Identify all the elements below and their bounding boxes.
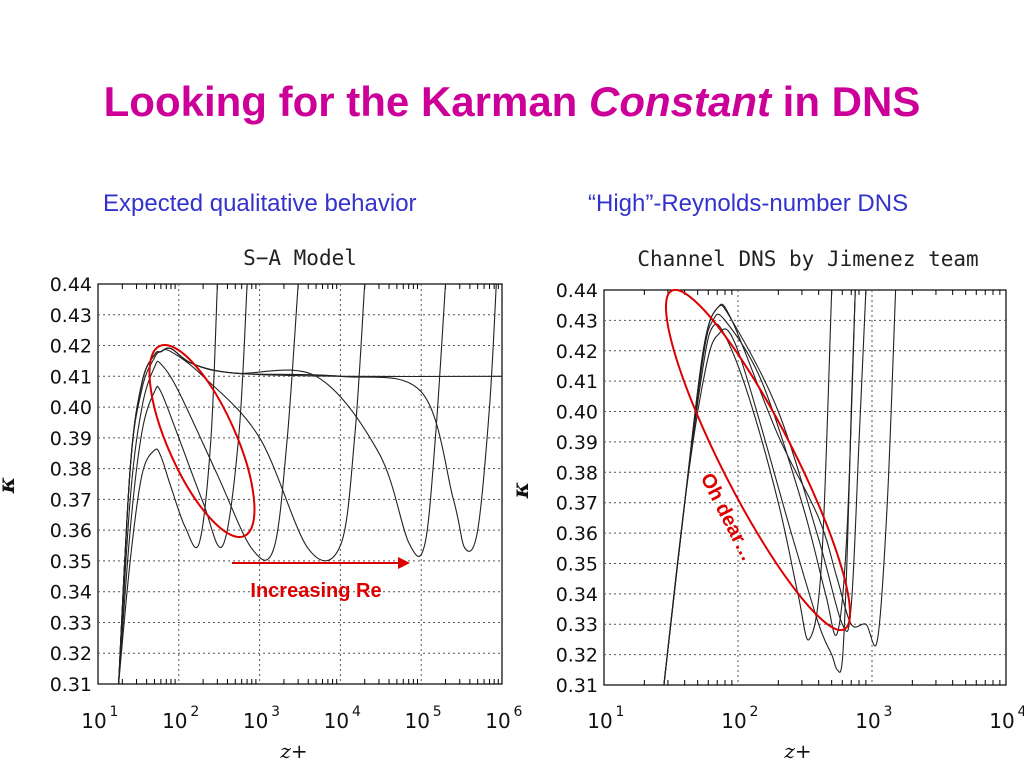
- series-line: [118, 284, 447, 684]
- y-tick-label: 0.42: [556, 341, 598, 363]
- y-tick-label: 0.37: [556, 493, 598, 515]
- oh-dear-label: Oh dear…: [696, 470, 759, 565]
- y-tick-label: 0.38: [556, 462, 598, 484]
- chart-2: Channel DNS by Jimenez team 0.44 0.43 0.42 0…: [508, 247, 1024, 763]
- y-tick-label: 0.41: [556, 371, 598, 393]
- series-line: [118, 284, 218, 684]
- y-tick-label: 0.40: [50, 397, 92, 419]
- y-tick-label: 0.39: [50, 428, 92, 450]
- x-tick-exponent: 4: [352, 704, 361, 720]
- y-tick-label: 0.34: [556, 584, 598, 606]
- x-tick-label: 10: [485, 709, 510, 733]
- series-line: [118, 284, 299, 684]
- x-tick-exponent: 2: [190, 704, 199, 720]
- series-line: [663, 290, 897, 685]
- slide-title: Looking for the Karman Constant in DNS: [0, 78, 1024, 126]
- y-tick-label: 0.37: [50, 489, 92, 511]
- x-tick-label: 10: [324, 709, 349, 733]
- y-tick-label: 0.42: [50, 336, 92, 358]
- highlight-ellipse: [148, 343, 256, 539]
- series-line: [118, 347, 502, 684]
- x-tick-label: 10: [162, 709, 187, 733]
- increasing-re-label: Increasing Re: [250, 580, 381, 602]
- series-line: [118, 284, 366, 684]
- x-tick-exponent: 2: [750, 704, 759, 720]
- y-tick-label: 0.32: [556, 645, 598, 667]
- y-tick-label: 0.35: [50, 551, 92, 573]
- x-tick-exponent: 6: [514, 704, 523, 720]
- y-tick-label: 0.31: [556, 675, 598, 697]
- y-tick-label: 0.41: [50, 366, 92, 388]
- chart-title: Channel DNS by Jimenez team: [637, 247, 978, 271]
- chart-title: S−A Model: [243, 246, 357, 270]
- y-tick-label: 0.39: [556, 432, 598, 454]
- title-part1: Looking for the Karman: [103, 78, 589, 125]
- y-tick-label: 0.44: [50, 274, 92, 296]
- x-tick-label: 10: [587, 709, 612, 733]
- series-line: [663, 290, 856, 685]
- x-axis-label: z+: [279, 739, 307, 763]
- x-tick-exponent: 3: [271, 704, 280, 720]
- y-tick-label: 0.36: [556, 523, 598, 545]
- y-tick-label: 0.34: [50, 582, 92, 604]
- series-line: [663, 290, 867, 685]
- chart-1: S−A Model 0.44 0.43 0.42 0.41 0.40 0.39 0.38 0.3…: [0, 246, 523, 763]
- plot-frame: [603, 289, 1007, 686]
- x-axis-label: z+: [783, 739, 811, 763]
- y-tick-label: 0.43: [556, 310, 598, 332]
- y-tick-label: 0.38: [50, 459, 92, 481]
- x-tick-label: 10: [721, 709, 746, 733]
- title-part2: in DNS: [771, 78, 921, 125]
- title-italic: Constant: [589, 78, 771, 125]
- subtitle-right: “High”-Reynolds-number DNS: [588, 190, 909, 217]
- x-tick-exponent: 1: [616, 704, 625, 720]
- y-tick-label: 0.35: [556, 553, 598, 575]
- y-axis-label: κ: [0, 477, 20, 495]
- x-tick-label: 10: [81, 709, 106, 733]
- y-tick-label: 0.36: [50, 520, 92, 542]
- x-tick-exponent: 1: [110, 704, 119, 720]
- y-tick-label: 0.40: [556, 402, 598, 424]
- y-tick-label: 0.31: [50, 674, 92, 696]
- y-tick-label: 0.33: [50, 612, 92, 634]
- series-line: [118, 284, 497, 684]
- arrow-head: [398, 557, 410, 569]
- plot-frame: [97, 283, 503, 685]
- series-line: [118, 284, 248, 684]
- series-line: [663, 290, 856, 685]
- x-tick-label: 10: [404, 709, 429, 733]
- y-tick-label: 0.44: [556, 280, 598, 302]
- x-tick-label: 10: [855, 709, 880, 733]
- y-tick-label: 0.43: [50, 305, 92, 327]
- x-tick-label: 10: [989, 709, 1014, 733]
- y-tick-label: 0.32: [50, 643, 92, 665]
- subtitle-left: Expected qualitative behavior: [103, 190, 417, 217]
- x-tick-exponent: 5: [433, 704, 442, 720]
- x-tick-exponent: 3: [884, 704, 893, 720]
- y-axis-label: κ: [508, 482, 534, 500]
- x-tick-label: 10: [243, 709, 268, 733]
- x-tick-exponent: 4: [1018, 704, 1024, 720]
- y-tick-label: 0.33: [556, 614, 598, 636]
- highlight-ellipse: [664, 288, 852, 632]
